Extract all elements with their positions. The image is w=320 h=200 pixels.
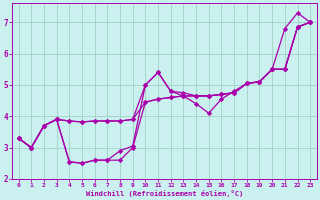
X-axis label: Windchill (Refroidissement éolien,°C): Windchill (Refroidissement éolien,°C) [86, 190, 243, 197]
